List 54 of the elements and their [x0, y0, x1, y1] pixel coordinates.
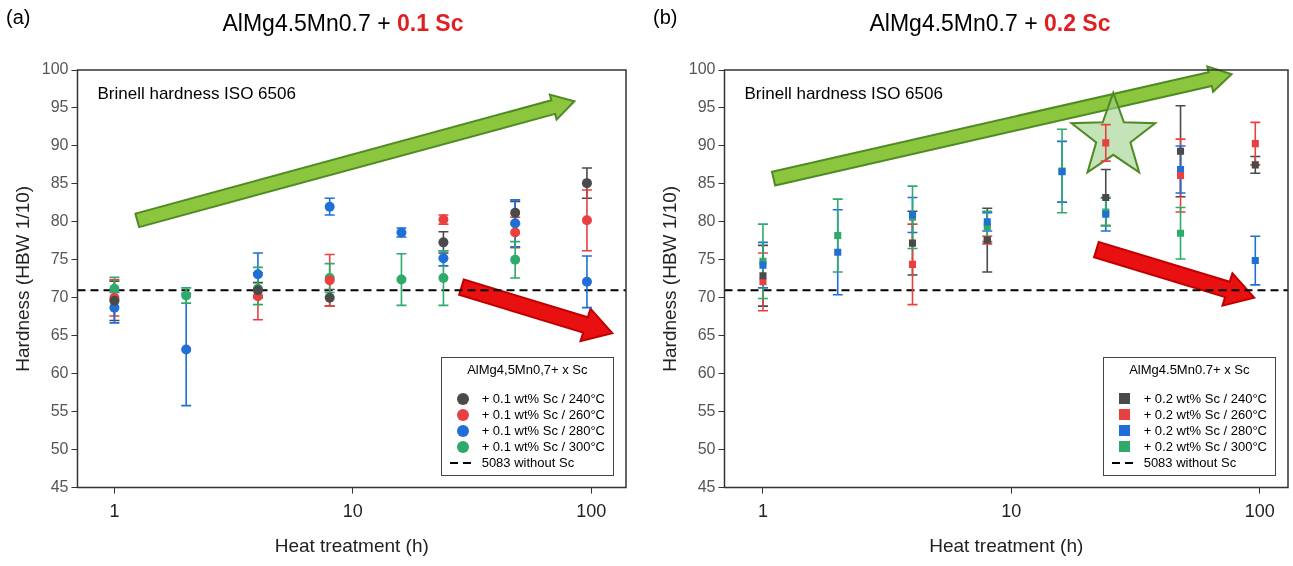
x-tick-label: 1 [757, 501, 768, 522]
y-tick-label: 60 [50, 364, 69, 382]
y-tick-label: 90 [50, 136, 69, 154]
y-tick-label: 45 [697, 478, 716, 496]
y-tick-label: 55 [50, 402, 69, 420]
legend-label: + 0.1 wt% Sc / 300°C [481, 439, 605, 455]
y-tick-label: 95 [50, 98, 69, 116]
y-tick-label: 80 [50, 212, 69, 230]
chart-subtitle: 0.1 Sc [397, 10, 464, 36]
y-tick-label: 50 [50, 440, 69, 458]
text: (b) [653, 6, 678, 29]
legend-label: + 0.2 wt% Sc / 280°C [1143, 423, 1267, 439]
x-axis-title: Heat treatment (h) [929, 534, 1084, 556]
y-tick-label: 70 [697, 288, 716, 306]
x-tick-label: 10 [1001, 501, 1022, 522]
y-tick-label: 80 [697, 212, 716, 230]
legend-label: + 0.2 wt% Sc / 300°C [1143, 439, 1267, 455]
y-tick-label: 100 [688, 60, 716, 78]
legend-title: AlMg4,5Mn0,7+ x Sc [466, 361, 589, 377]
text: (a) [6, 6, 31, 29]
y-tick-label: 85 [697, 174, 716, 192]
y-axis-title: Hardness (HBW 1/10) [658, 185, 680, 372]
chart-subtitle: 0.2 Sc [1044, 10, 1111, 36]
y-tick-label: 45 [50, 478, 69, 496]
annotation: Brinell hardness ISO 6506 [744, 84, 943, 104]
y-tick-label: 95 [697, 98, 716, 116]
y-tick-label: 65 [50, 326, 69, 344]
annotation: Brinell hardness ISO 6506 [97, 84, 296, 104]
x-tick-label: 100 [1244, 501, 1275, 522]
legend-label: + 0.2 wt% Sc / 260°C [1143, 407, 1267, 423]
x-tick-label: 100 [576, 501, 607, 522]
legend-label: + 0.1 wt% Sc / 280°C [481, 423, 605, 439]
y-tick-label: 75 [50, 250, 69, 268]
y-tick-label: 85 [50, 174, 69, 192]
chart-title: AlMg4.5Mn0.7 + [222, 10, 391, 36]
y-tick-label: 65 [697, 326, 716, 344]
x-tick-label: 10 [342, 501, 363, 522]
y-tick-label: 90 [697, 136, 716, 154]
y-tick-label: 50 [697, 440, 716, 458]
chart-title: AlMg4.5Mn0.7 + [869, 10, 1038, 36]
y-tick-label: 60 [697, 364, 716, 382]
x-axis-title: Heat treatment (h) [274, 534, 429, 556]
legend-label: 5083 without Sc [1143, 455, 1237, 471]
y-tick-label: 75 [697, 250, 716, 268]
legend-label: + 0.1 wt% Sc / 260°C [481, 407, 605, 423]
legend-label: + 0.2 wt% Sc / 240°C [1143, 391, 1267, 407]
legend-title: AlMg4.5Mn0.7+ x Sc [1128, 361, 1251, 377]
y-tick-label: 100 [41, 60, 69, 78]
legend-label: 5083 without Sc [481, 455, 575, 471]
y-tick-label: 70 [50, 288, 69, 306]
legend-label: + 0.1 wt% Sc / 240°C [481, 391, 605, 407]
y-axis-title: Hardness (HBW 1/10) [11, 185, 33, 372]
y-tick-label: 55 [697, 402, 716, 420]
x-tick-label: 1 [109, 501, 120, 522]
